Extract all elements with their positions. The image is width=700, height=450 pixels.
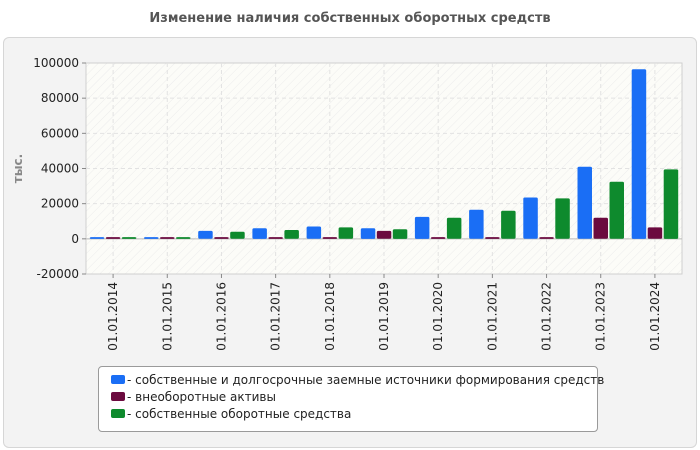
bar [144,237,159,239]
bar [214,237,229,239]
y-tick-label: 0 [71,232,79,246]
bar [523,197,538,239]
x-tick-label: 01.01.2020 [431,282,445,351]
bar [89,237,105,239]
legend-swatch [111,392,125,401]
y-tick-label: -20000 [36,267,79,281]
bar [392,229,408,239]
x-tick-label: 01.01.2022 [540,282,554,351]
y-tick-label: 100000 [33,56,79,70]
y-tick-label: 40000 [41,162,79,176]
x-tick-label: 01.01.2024 [648,282,662,351]
bar [414,216,430,239]
bar [252,228,267,239]
bar [376,230,392,239]
legend-swatch [111,409,125,418]
x-tick-label: 01.01.2021 [485,282,499,351]
bar [609,181,624,239]
y-axis: -20000 0 20000 40000 60000 80000 100000 [33,56,86,281]
bar [593,217,608,239]
legend-label: - собственные оборотные средства [127,407,352,421]
bar [539,237,554,239]
y-axis-label: тыс. [11,154,25,183]
x-tick-label: 01.01.2017 [269,282,283,351]
x-tick-label: 01.01.2018 [323,282,337,351]
y-tick-label: 80000 [41,91,79,105]
bar [430,237,446,239]
x-tick-label: 01.01.2019 [377,282,391,351]
bar [198,230,213,239]
legend-item-sources: - собственные и долгосрочные заемные ист… [99,372,604,389]
bars [89,69,679,239]
x-axis: 01.01.2014 01.01.2015 01.01.2016 01.01.2017… [106,274,662,351]
chart-title: Изменение наличия собственных оборотных … [149,11,551,26]
bar [176,237,191,239]
x-tick-label: 01.01.2015 [160,282,174,351]
legend-label: - собственные и долгосрочные заемные ист… [127,373,605,387]
bar [230,231,245,239]
x-tick-label: 01.01.2016 [214,282,228,351]
legend: - собственные и долгосрочные заемные ист… [98,366,604,432]
bar [647,227,663,239]
bar [360,228,376,239]
y-tick-label: 20000 [41,197,79,211]
x-tick-label: 01.01.2014 [106,282,120,351]
bar [663,169,679,239]
bar [555,198,570,239]
x-tick-label: 01.01.2023 [594,282,608,351]
bar [268,237,283,239]
bar [338,227,354,239]
bar [105,237,121,239]
legend-swatch [111,375,125,384]
bar [446,217,462,239]
bar [485,237,500,239]
bar [631,69,647,239]
bar [577,166,592,239]
bar [501,210,516,239]
bar [121,237,137,239]
legend-label: - внеоборотные активы [127,390,276,404]
legend-item-noncurrent-assets: - внеоборотные активы [99,389,597,406]
y-tick-label: 60000 [41,126,79,140]
bar [284,230,299,239]
bar [469,209,484,239]
bar [306,226,322,239]
bar [160,237,175,239]
legend-item-working-capital: - собственные оборотные средства [99,406,597,423]
bar [322,237,338,239]
